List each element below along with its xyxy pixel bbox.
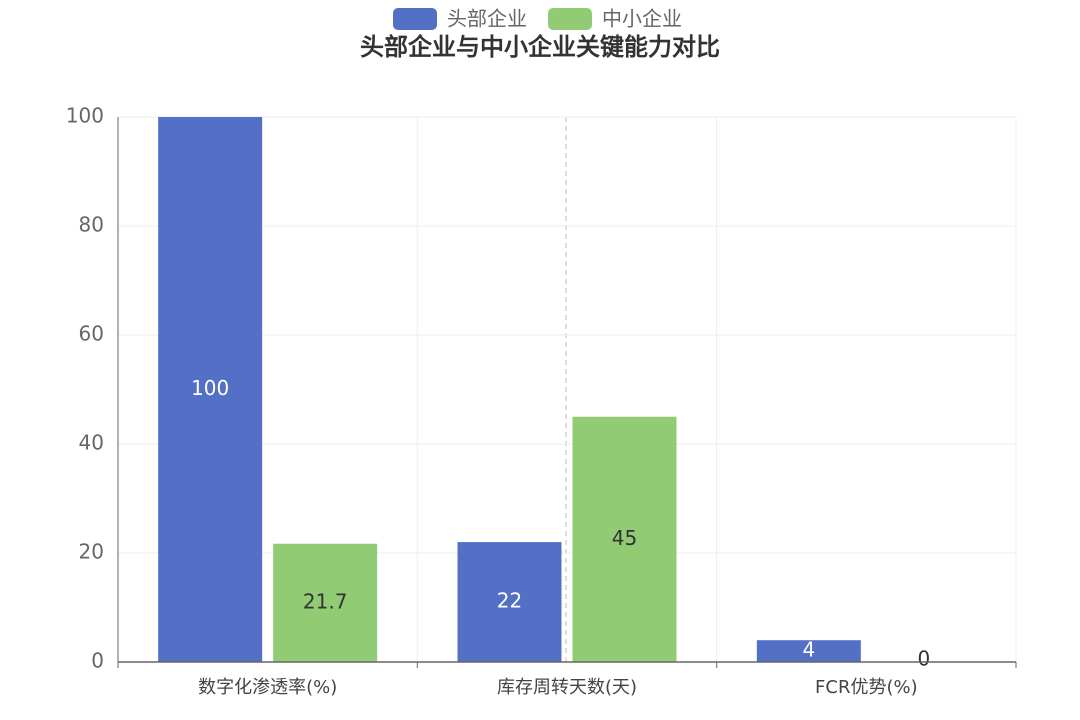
bar[interactable] <box>158 117 263 662</box>
y-tick-label: 80 <box>79 213 104 237</box>
x-tick-label: 库存周转天数(天) <box>497 677 637 698</box>
data-label: 0 <box>917 647 930 671</box>
bar[interactable] <box>457 542 562 662</box>
y-tick-label: 100 <box>66 104 104 128</box>
data-label: 4 <box>802 638 815 662</box>
y-tick-label: 60 <box>79 322 104 346</box>
y-tick-label: 40 <box>79 431 104 455</box>
data-label: 45 <box>612 526 637 550</box>
data-label: 100 <box>191 376 229 400</box>
bar[interactable] <box>572 416 677 662</box>
legend-swatch[interactable] <box>548 8 592 30</box>
legend-swatch[interactable] <box>393 8 437 30</box>
y-tick-label: 20 <box>79 540 104 564</box>
data-label: 21.7 <box>303 589 348 613</box>
bar[interactable] <box>756 640 861 662</box>
legend-label[interactable]: 头部企业 <box>447 7 527 31</box>
x-tick-label: 数字化渗透率(%) <box>198 677 337 698</box>
data-label: 22 <box>497 589 522 613</box>
x-tick-label: FCR优势(%) <box>815 677 918 698</box>
legend-label[interactable]: 中小企业 <box>602 7 682 31</box>
y-tick-label: 0 <box>91 649 104 673</box>
chart-title: 头部企业与中小企业关键能力对比 <box>360 33 720 61</box>
bar[interactable] <box>273 543 378 662</box>
